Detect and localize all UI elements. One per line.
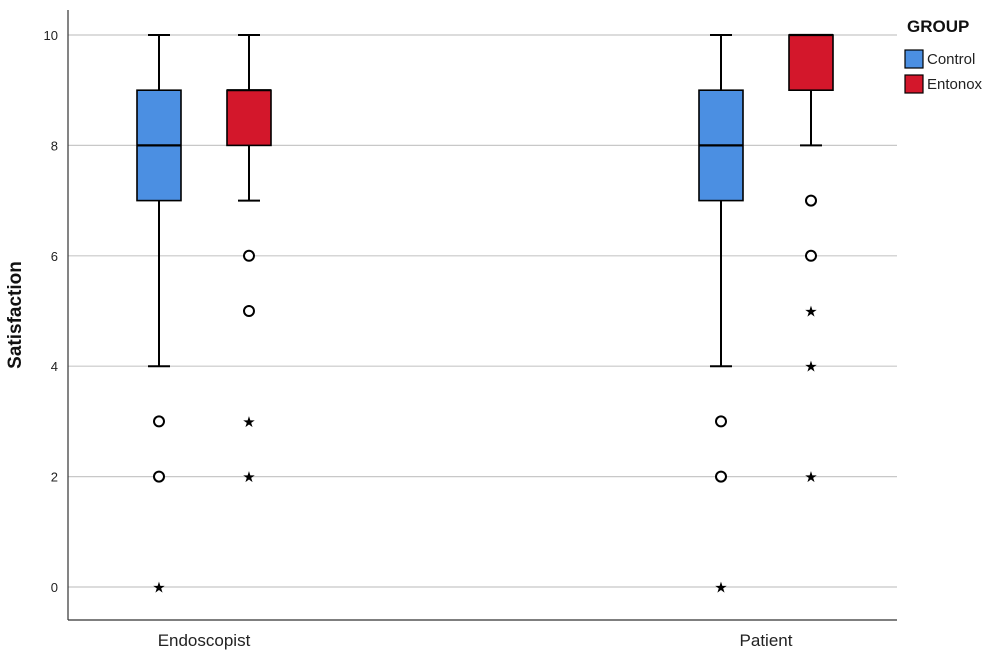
outlier-point	[805, 249, 817, 262]
y-tick-label: 6	[51, 249, 58, 264]
legend-swatch-entonox	[904, 74, 924, 94]
iqr-box	[226, 89, 272, 147]
outlier-point	[243, 305, 255, 317]
box-control-patient: ★	[698, 34, 744, 597]
y-tick-label: 10	[44, 28, 58, 43]
extreme-point: ★	[804, 303, 817, 321]
legend-label-entonox: Entonox	[927, 76, 983, 93]
box-entonox-patient: ★ ★ ★	[788, 33, 834, 486]
extreme-point: ★	[804, 358, 817, 376]
x-category-label: Patient	[740, 631, 793, 650]
x-category-label: Endoscopist	[158, 631, 251, 650]
outlier-point	[243, 249, 255, 262]
y-tick-label: 4	[51, 359, 58, 374]
outlier-point	[715, 415, 727, 428]
legend-title: GROUP	[907, 17, 969, 36]
legend-swatch-control	[904, 49, 924, 69]
legend-label-control: Control	[927, 51, 975, 68]
iqr-box	[788, 34, 834, 92]
extreme-point: ★	[714, 579, 727, 597]
extreme-point: ★	[242, 413, 255, 431]
outlier-point	[153, 415, 165, 428]
y-tick-label: 0	[51, 580, 58, 595]
y-axis-title: Satisfaction	[5, 261, 26, 369]
y-tick-label: 2	[51, 470, 58, 485]
extreme-point: ★	[804, 468, 817, 486]
extreme-point: ★	[242, 468, 255, 486]
box-control-endoscopist: ★	[136, 34, 182, 597]
outlier-point	[805, 194, 817, 207]
extreme-point: ★	[152, 579, 165, 597]
outlier-point	[153, 470, 165, 483]
box-entonox-endoscopist: ★★	[226, 34, 272, 486]
outlier-point	[715, 470, 727, 483]
y-tick-label: 8	[51, 138, 58, 153]
